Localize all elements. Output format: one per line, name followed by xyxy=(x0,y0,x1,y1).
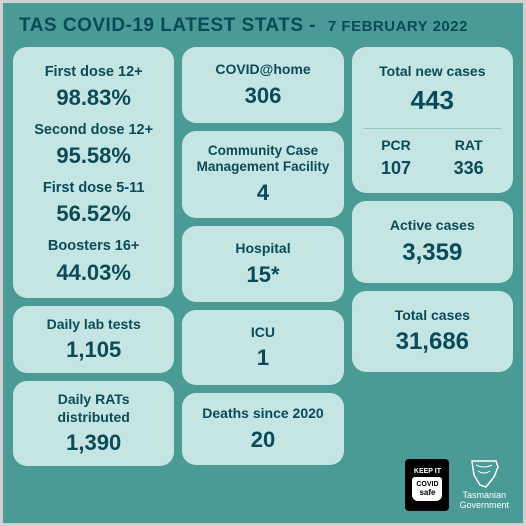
stat-value: 15* xyxy=(190,262,335,288)
safe-text: safe xyxy=(419,488,435,497)
column-1: First dose 12+ 98.83% Second dose 12+ 95… xyxy=(13,47,174,466)
stat-value: 1 xyxy=(190,345,335,371)
stat-label: Daily lab tests xyxy=(21,316,166,334)
hospital-card: Hospital 15* xyxy=(182,226,343,302)
vax-row: Second dose 12+ 95.58% xyxy=(21,121,166,169)
footer-logos: KEEP IT COVID safe Tasmanian Government xyxy=(405,459,509,511)
covid-text: COVID xyxy=(416,481,438,488)
stat-value: 98.83% xyxy=(21,85,166,111)
vax-row: First dose 12+ 98.83% xyxy=(21,63,166,111)
stat-value: 31,686 xyxy=(360,328,505,356)
icu-card: ICU 1 xyxy=(182,310,343,386)
stat-label: Total new cases xyxy=(360,63,505,81)
stat-label: Hospital xyxy=(190,240,335,258)
infographic-page: TAS COVID-19 LATEST STATS - 7 FEBRUARY 2… xyxy=(3,3,523,523)
stat-label: PCR xyxy=(360,137,433,155)
vax-row: First dose 5-11 56.52% xyxy=(21,179,166,227)
covid-safe-logo: KEEP IT COVID safe xyxy=(405,459,449,511)
stat-label: Active cases xyxy=(360,217,505,235)
rat-half: RAT 336 xyxy=(432,137,505,180)
gov-text-2: Government xyxy=(459,501,509,511)
vax-row: Boosters 16+ 44.03% xyxy=(21,237,166,285)
stat-value: 44.03% xyxy=(21,260,166,286)
covid-home-card: COVID@home 306 xyxy=(182,47,343,123)
stat-value: 95.58% xyxy=(21,143,166,169)
shield-icon: COVID safe xyxy=(412,477,442,501)
active-cases-card: Active cases 3,359 xyxy=(352,201,513,283)
header-title: TAS COVID-19 LATEST STATS xyxy=(19,15,304,36)
stat-label: Daily RATs distributed xyxy=(21,391,166,426)
page-header: TAS COVID-19 LATEST STATS - 7 FEBRUARY 2… xyxy=(13,15,513,37)
stat-value: 107 xyxy=(360,158,433,179)
stat-label: Community Case Management Facility xyxy=(190,143,335,177)
stat-value: 1,105 xyxy=(21,337,166,363)
column-3: Total new cases 443 PCR 107 RAT 336 Acti… xyxy=(352,47,513,466)
stat-value: 4 xyxy=(190,180,335,206)
lab-tests-card: Daily lab tests 1,105 xyxy=(13,306,174,374)
total-cases-card: Total cases 31,686 xyxy=(352,291,513,373)
new-cases-split: PCR 107 RAT 336 xyxy=(360,137,505,180)
stat-value: 1,390 xyxy=(21,430,166,456)
stat-label: Second dose 12+ xyxy=(21,121,166,139)
header-date: 7 FEBRUARY 2022 xyxy=(328,18,468,35)
keepit-text: KEEP IT xyxy=(414,468,441,475)
column-2: COVID@home 306 Community Case Management… xyxy=(182,47,343,466)
tasmanian-government-logo: Tasmanian Government xyxy=(459,459,509,511)
stat-label: Total cases xyxy=(360,307,505,325)
header-sep: - xyxy=(309,15,316,36)
tasmania-icon xyxy=(466,459,502,489)
rats-distributed-card: Daily RATs distributed 1,390 xyxy=(13,381,174,466)
stat-value: 56.52% xyxy=(21,201,166,227)
deaths-card: Deaths since 2020 20 xyxy=(182,393,343,465)
stats-grid: First dose 12+ 98.83% Second dose 12+ 95… xyxy=(13,47,513,466)
stat-value: 3,359 xyxy=(360,239,505,267)
pcr-half: PCR 107 xyxy=(360,137,433,180)
stat-label: First dose 5-11 xyxy=(21,179,166,197)
stat-value: 306 xyxy=(190,83,335,109)
stat-label: ICU xyxy=(190,324,335,342)
vaccination-card: First dose 12+ 98.83% Second dose 12+ 95… xyxy=(13,47,174,298)
stat-value: 336 xyxy=(432,158,505,179)
stat-value: 443 xyxy=(360,85,505,116)
stat-label: First dose 12+ xyxy=(21,63,166,81)
stat-label: COVID@home xyxy=(190,61,335,79)
stat-label: RAT xyxy=(432,137,505,155)
new-cases-card: Total new cases 443 PCR 107 RAT 336 xyxy=(352,47,513,193)
stat-value: 20 xyxy=(190,427,335,453)
stat-label: Deaths since 2020 xyxy=(190,405,335,423)
stat-label: Boosters 16+ xyxy=(21,237,166,255)
ccmf-card: Community Case Management Facility 4 xyxy=(182,131,343,219)
